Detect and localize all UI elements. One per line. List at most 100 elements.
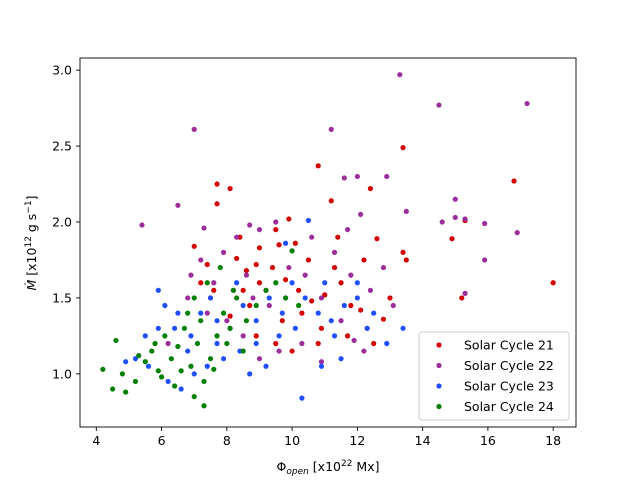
data-point-cycle-22: [351, 337, 357, 344]
data-point-cycle-21: [269, 264, 276, 271]
data-point-cycle-24: [152, 340, 158, 347]
data-point-cycle-23: [354, 280, 360, 286]
data-point-cycle-21: [511, 178, 517, 184]
data-point-cycle-21: [289, 348, 295, 354]
data-point-cycle-22: [439, 219, 445, 225]
data-point-cycle-24: [214, 333, 220, 339]
data-point-cycle-24: [201, 403, 207, 409]
data-point-cycle-23: [185, 348, 191, 354]
data-point-cycle-21: [367, 185, 374, 192]
data-point-cycle-21: [400, 249, 406, 255]
data-point-cycle-22: [299, 340, 305, 347]
data-point-cycle-24: [201, 378, 207, 385]
data-point-cycle-23: [165, 378, 171, 385]
data-point-cycle-23: [172, 325, 178, 331]
data-point-cycle-23: [400, 325, 406, 331]
data-point-cycle-23: [384, 340, 390, 347]
data-point-cycle-21: [256, 280, 263, 286]
y-tick-label: 2.0: [52, 215, 72, 230]
data-point-cycle-22: [348, 272, 354, 278]
data-point-cycle-21: [253, 333, 259, 339]
data-point-cycle-24: [172, 383, 178, 389]
data-point-cycle-22: [338, 318, 344, 324]
data-point-cycle-22: [165, 340, 171, 347]
data-point-cycle-21: [204, 261, 210, 268]
data-point-cycle-23: [276, 333, 282, 339]
data-point-cycle-22: [482, 220, 488, 227]
data-point-cycle-21: [276, 242, 282, 248]
data-point-cycle-24: [194, 340, 201, 347]
data-point-cycle-22: [331, 249, 338, 255]
data-point-cycle-24: [123, 389, 129, 395]
legend-marker: [436, 362, 442, 369]
data-point-cycle-21: [374, 236, 380, 242]
data-point-cycle-23: [279, 310, 285, 316]
data-point-cycle-22: [247, 222, 253, 228]
data-point-cycle-23: [328, 318, 334, 324]
data-point-cycle-24: [263, 287, 269, 293]
data-point-cycle-21: [344, 333, 351, 339]
data-point-cycle-22: [328, 126, 334, 132]
data-point-cycle-23: [263, 363, 269, 369]
data-point-cycle-23: [214, 318, 220, 324]
x-tick-label: 4: [92, 433, 100, 448]
data-point-cycle-22: [361, 348, 367, 354]
data-point-cycle-21: [214, 201, 220, 207]
data-point-cycle-22: [240, 333, 246, 339]
data-point-cycle-22: [318, 359, 325, 365]
y-tick-label: 1.0: [52, 366, 72, 381]
data-point-cycle-24: [296, 302, 302, 309]
data-point-cycle-23: [305, 217, 312, 224]
data-point-cycle-24: [289, 248, 295, 254]
data-point-cycle-23: [292, 325, 298, 331]
plot-frame: [79, 57, 577, 428]
x-axis-ticks: 4 6 8 10 12 14 16 18: [92, 427, 561, 448]
data-point-cycle-21: [328, 198, 334, 204]
data-point-cycle-22: [514, 230, 520, 236]
y-axis-label: Ṁ [x1012 g s−1]: [24, 196, 39, 291]
x-tick-label: 8: [223, 433, 231, 448]
data-point-cycle-21: [387, 295, 393, 301]
legend-label: Solar Cycle 23: [464, 379, 554, 394]
data-point-cycle-22: [436, 102, 442, 108]
data-point-cycle-22: [234, 234, 240, 240]
data-point-cycle-24: [178, 368, 184, 374]
data-point-cycle-23: [204, 363, 210, 369]
data-point-cycle-23: [253, 340, 259, 347]
legend-label: Solar Cycle 21: [464, 338, 554, 353]
data-point-cycle-21: [371, 340, 377, 347]
data-point-cycle-22: [185, 295, 191, 301]
data-point-cycle-22: [452, 196, 458, 202]
data-point-cycle-24: [240, 348, 246, 354]
data-point-cycle-24: [204, 280, 210, 286]
data-point-cycle-21: [279, 318, 285, 324]
data-point-cycle-21: [243, 267, 250, 274]
data-point-cycle-21: [380, 316, 387, 322]
data-point-cycle-21: [449, 236, 455, 242]
data-point-cycle-24: [168, 356, 174, 362]
data-point-cycle-23: [282, 240, 289, 246]
data-point-cycle-23: [289, 280, 295, 286]
data-points: [100, 72, 556, 409]
data-point-cycle-21: [400, 144, 406, 151]
data-point-cycle-22: [452, 214, 458, 221]
data-point-cycle-22: [354, 173, 360, 180]
data-point-cycle-24: [224, 340, 230, 347]
data-point-cycle-21: [318, 325, 325, 331]
data-point-cycle-22: [243, 272, 250, 278]
data-point-cycle-22: [273, 219, 279, 225]
data-point-cycle-21: [361, 257, 367, 263]
data-point-cycle-21: [315, 163, 321, 169]
data-point-cycle-23: [299, 395, 305, 401]
data-point-cycle-21: [459, 295, 465, 301]
data-point-cycle-22: [175, 202, 181, 208]
data-point-cycle-23: [198, 310, 204, 316]
data-point-cycle-24: [142, 359, 148, 365]
data-point-cycle-21: [234, 255, 240, 262]
x-tick-label: 18: [545, 433, 561, 448]
data-point-cycle-23: [175, 310, 181, 316]
data-point-cycle-24: [119, 371, 126, 377]
data-point-cycle-23: [247, 371, 253, 377]
data-point-cycle-22: [188, 272, 194, 278]
